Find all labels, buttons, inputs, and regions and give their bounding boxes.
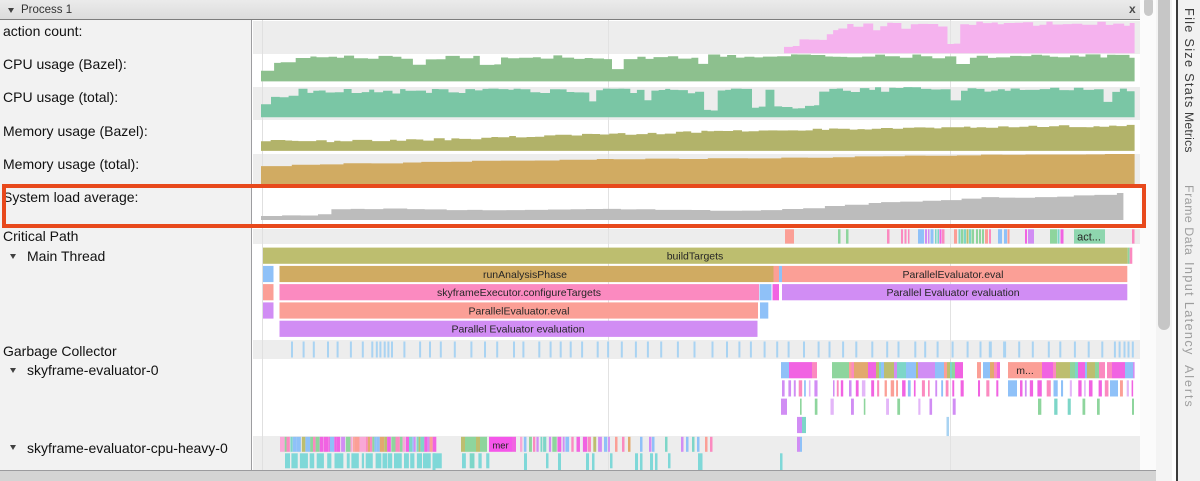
- svg-text:Parallel Evaluator evaluation: Parallel Evaluator evaluation: [451, 324, 584, 336]
- svg-text:m...: m...: [1016, 365, 1034, 377]
- svg-text:ParallelEvaluator.eval: ParallelEvaluator.eval: [469, 305, 570, 317]
- svg-text:ParallelEvaluator.eval: ParallelEvaluator.eval: [903, 269, 1004, 281]
- svg-text:act...: act...: [1077, 231, 1101, 243]
- svg-text:mer: mer: [492, 440, 508, 451]
- svg-text:runAnalysisPhase: runAnalysisPhase: [483, 269, 567, 281]
- svg-text:buildTargets: buildTargets: [667, 251, 724, 263]
- svg-text:skyframeExecutor.configureTarg: skyframeExecutor.configureTargets: [437, 287, 601, 299]
- svg-text:Parallel Evaluator evaluation: Parallel Evaluator evaluation: [886, 287, 1019, 299]
